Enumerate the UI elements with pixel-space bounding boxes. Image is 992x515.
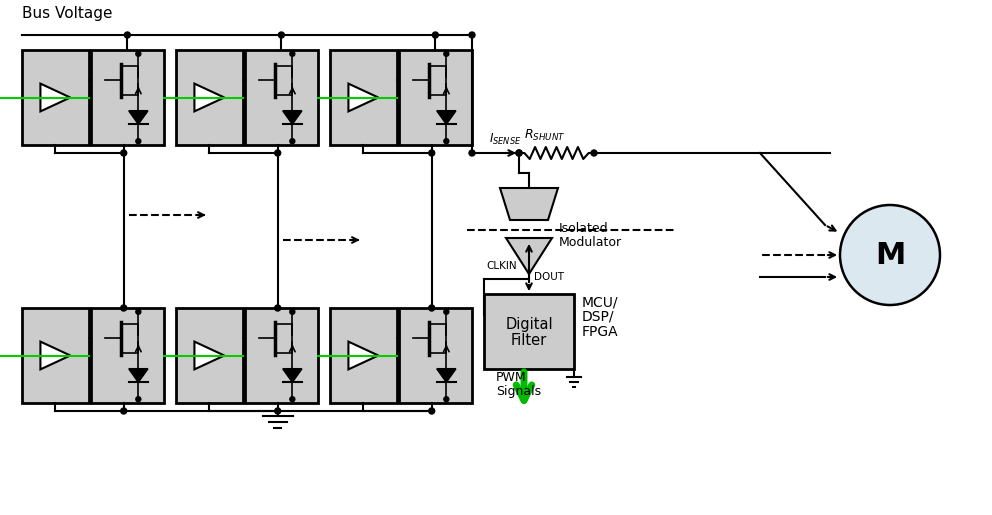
Bar xyxy=(176,308,243,403)
Circle shape xyxy=(121,305,127,311)
Circle shape xyxy=(290,139,295,144)
Text: M: M xyxy=(875,241,905,269)
Bar xyxy=(245,308,318,403)
Circle shape xyxy=(290,52,295,56)
Bar xyxy=(90,308,164,403)
Text: $I_{SENSE}$: $I_{SENSE}$ xyxy=(489,132,522,147)
Text: PWM: PWM xyxy=(496,371,527,384)
Circle shape xyxy=(516,150,522,156)
Circle shape xyxy=(591,150,597,156)
Polygon shape xyxy=(500,188,558,220)
Circle shape xyxy=(443,397,448,402)
Circle shape xyxy=(275,408,281,414)
Bar xyxy=(399,50,472,145)
Bar xyxy=(399,308,472,403)
Text: $R_{SHUNT}$: $R_{SHUNT}$ xyxy=(524,128,565,143)
Bar xyxy=(245,50,318,145)
Circle shape xyxy=(429,408,434,414)
Polygon shape xyxy=(129,369,148,382)
Circle shape xyxy=(275,305,281,311)
Circle shape xyxy=(124,32,130,38)
Polygon shape xyxy=(194,83,224,111)
Polygon shape xyxy=(348,341,378,369)
Text: Digital: Digital xyxy=(505,317,553,332)
Circle shape xyxy=(429,305,434,311)
Circle shape xyxy=(279,32,285,38)
Circle shape xyxy=(136,52,141,56)
Circle shape xyxy=(443,310,448,314)
Text: Filter: Filter xyxy=(511,333,548,348)
Circle shape xyxy=(121,408,127,414)
Circle shape xyxy=(443,52,448,56)
Bar xyxy=(22,50,88,145)
Text: Isolated: Isolated xyxy=(559,222,609,235)
Circle shape xyxy=(469,32,475,38)
Bar xyxy=(176,50,243,145)
Polygon shape xyxy=(506,238,552,274)
Polygon shape xyxy=(194,341,224,369)
Polygon shape xyxy=(283,111,302,124)
Polygon shape xyxy=(436,369,456,382)
Text: MCU/: MCU/ xyxy=(582,295,618,309)
Bar xyxy=(90,50,164,145)
Circle shape xyxy=(290,310,295,314)
Polygon shape xyxy=(348,83,378,111)
Circle shape xyxy=(469,150,475,156)
Text: Bus Voltage: Bus Voltage xyxy=(22,6,112,21)
Bar xyxy=(330,308,397,403)
Polygon shape xyxy=(283,369,302,382)
Text: DOUT: DOUT xyxy=(534,272,564,282)
Text: Modulator: Modulator xyxy=(559,236,622,249)
Circle shape xyxy=(136,310,141,314)
Polygon shape xyxy=(41,83,70,111)
Text: DSP/: DSP/ xyxy=(582,310,614,324)
Circle shape xyxy=(290,397,295,402)
Circle shape xyxy=(121,150,127,156)
Circle shape xyxy=(516,150,522,156)
Text: FPGA: FPGA xyxy=(582,325,619,339)
Circle shape xyxy=(429,150,434,156)
Polygon shape xyxy=(436,111,456,124)
Bar xyxy=(484,294,574,369)
Polygon shape xyxy=(129,111,148,124)
Circle shape xyxy=(275,150,281,156)
Circle shape xyxy=(136,139,141,144)
Circle shape xyxy=(840,205,940,305)
Bar xyxy=(330,50,397,145)
Circle shape xyxy=(136,397,141,402)
Bar xyxy=(22,308,88,403)
Circle shape xyxy=(443,139,448,144)
Circle shape xyxy=(433,32,438,38)
Text: CLKIN: CLKIN xyxy=(486,261,517,271)
Text: Signals: Signals xyxy=(496,385,541,398)
Polygon shape xyxy=(41,341,70,369)
